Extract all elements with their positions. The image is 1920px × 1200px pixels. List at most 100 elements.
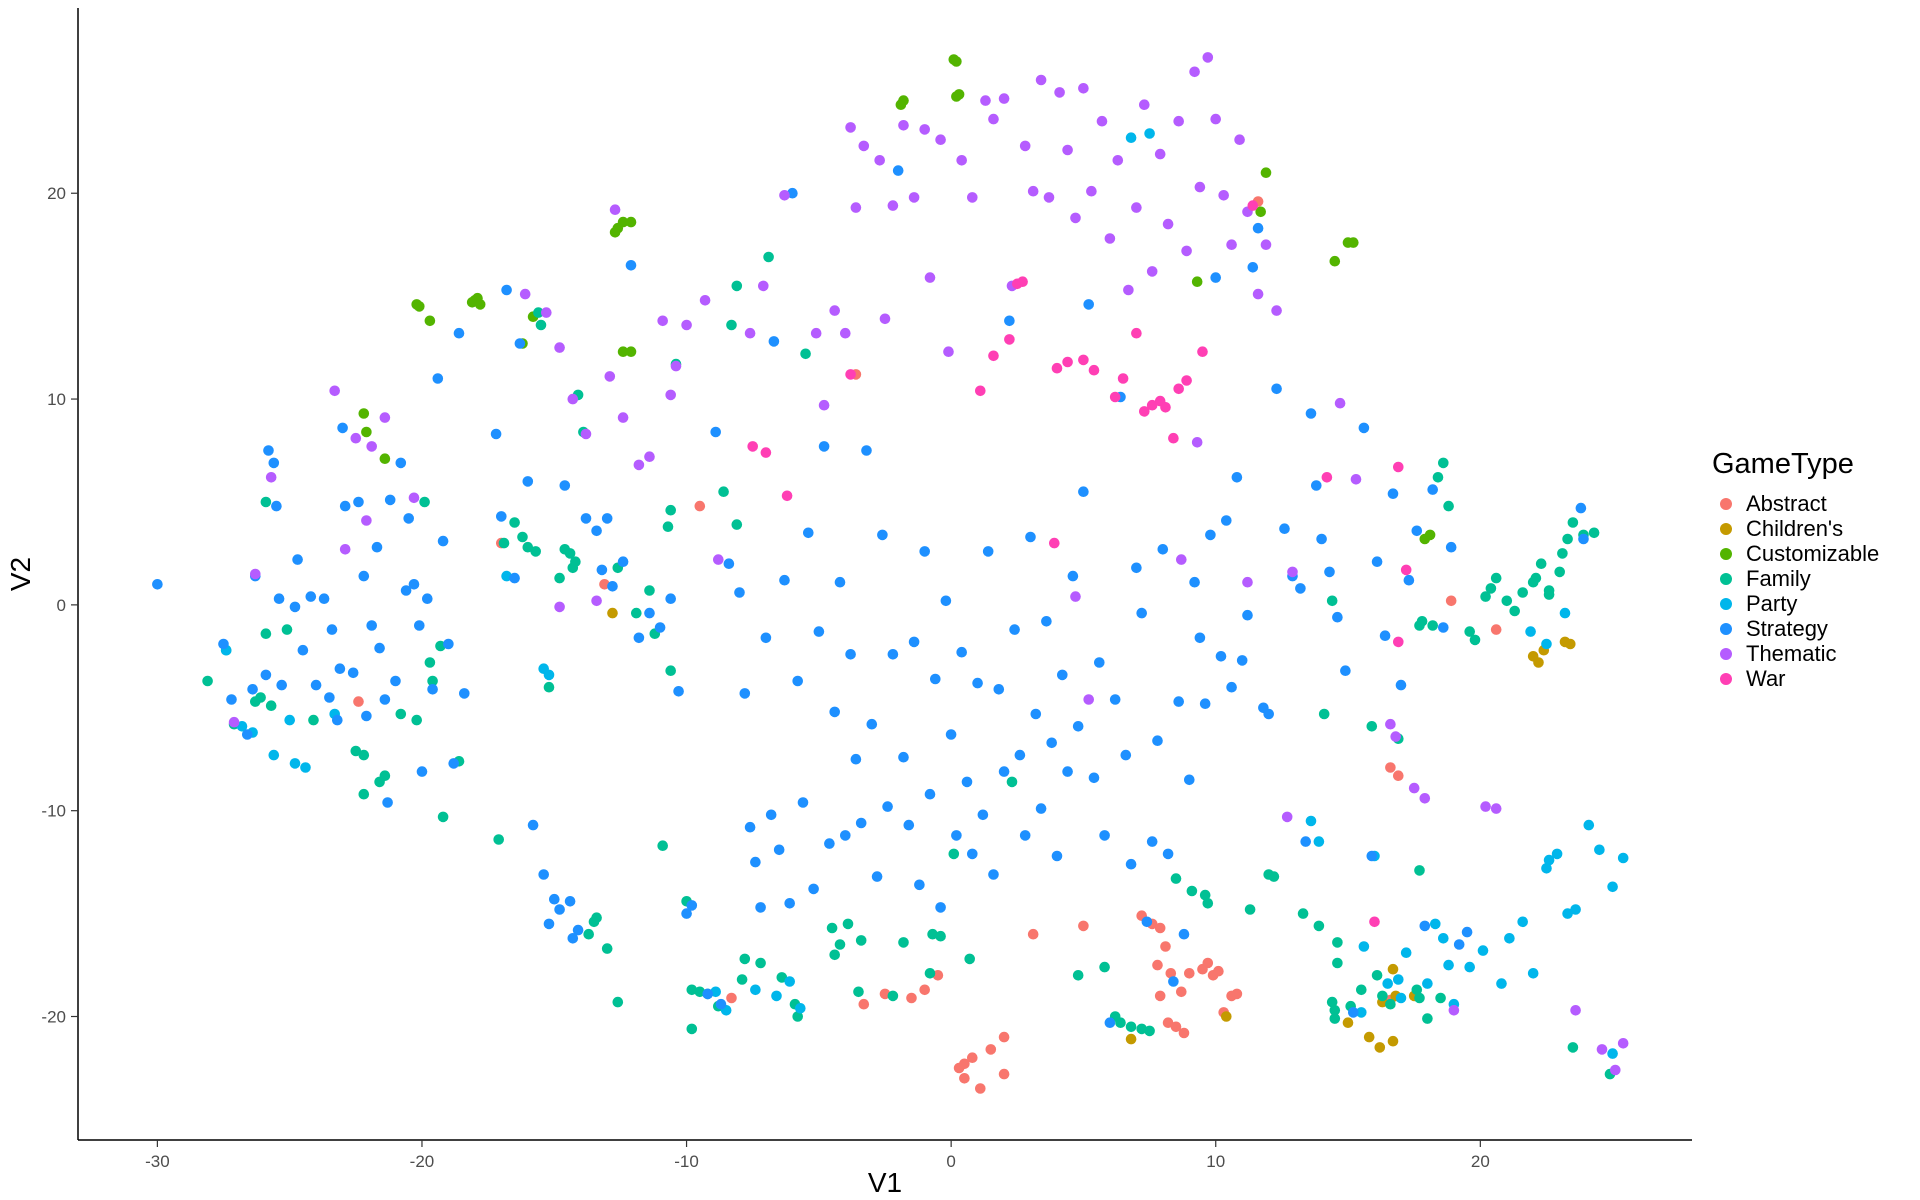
data-point-abstract	[1152, 959, 1163, 971]
data-point-family	[855, 935, 867, 946]
data-point-family	[530, 546, 541, 557]
data-point-thematic	[699, 295, 711, 306]
data-point-abstract	[858, 998, 870, 1010]
data-point-family	[1469, 634, 1481, 646]
data-point-party	[1562, 908, 1573, 919]
data-point-thematic	[1287, 566, 1298, 578]
data-point-strategy	[813, 626, 825, 637]
data-point-strategy	[1295, 583, 1306, 594]
data-point-childrens	[1125, 1033, 1137, 1045]
data-point-strategy	[1221, 515, 1232, 526]
data-point-strategy	[1030, 708, 1042, 720]
data-point-family	[1509, 605, 1520, 617]
data-point-strategy	[374, 642, 385, 654]
data-point-party	[1393, 974, 1404, 985]
data-point-party	[1559, 607, 1571, 619]
data-point-strategy	[1279, 523, 1290, 534]
data-point-family	[350, 745, 362, 757]
data-point-party	[1517, 916, 1528, 928]
data-point-family	[1438, 457, 1449, 469]
legend-key-dot	[1720, 597, 1732, 610]
data-point-strategy	[681, 908, 692, 919]
data-point-strategy	[908, 636, 920, 648]
data-point-party	[710, 986, 721, 998]
data-point-family	[1329, 1013, 1341, 1024]
data-point-thematic	[265, 472, 277, 483]
data-point-thematic	[1480, 801, 1491, 812]
data-point-party	[1617, 852, 1629, 864]
data-point-abstract	[1170, 1021, 1182, 1033]
data-point-family	[509, 517, 520, 528]
data-point-thematic	[644, 451, 655, 463]
x-tick-label: -30	[145, 1152, 170, 1171]
y-tick-label: 10	[47, 390, 66, 409]
data-point-war	[1168, 432, 1179, 444]
data-point-strategy	[1157, 544, 1169, 555]
data-point-strategy	[739, 688, 751, 699]
data-point-strategy	[1231, 472, 1243, 483]
data-point-party	[300, 762, 311, 773]
data-point-thematic	[779, 190, 790, 201]
data-point-abstract	[998, 1031, 1010, 1043]
data-point-thematic	[519, 288, 531, 300]
data-point-family	[718, 486, 729, 498]
data-point-strategy	[834, 576, 846, 588]
data-point-family	[1443, 500, 1454, 512]
data-point-strategy	[334, 663, 346, 674]
data-point-party	[236, 721, 248, 732]
data-point-thematic	[1078, 83, 1089, 94]
data-point-strategy	[1109, 694, 1121, 705]
data-point-family	[591, 912, 602, 923]
data-point-strategy	[940, 595, 952, 607]
data-point-strategy	[297, 644, 309, 656]
data-point-thematic	[1617, 1038, 1629, 1049]
data-point-family	[1414, 865, 1425, 876]
data-point-strategy	[792, 675, 803, 687]
data-point-thematic	[541, 307, 552, 318]
data-point-party	[1527, 968, 1539, 979]
data-point-strategy	[1252, 222, 1264, 234]
data-point-family	[260, 496, 272, 508]
data-point-family	[583, 928, 594, 940]
data-point-thematic	[1070, 212, 1081, 224]
legend-items: Abstract Children's Customizable Family Part…	[1712, 491, 1879, 691]
data-point-family	[1072, 970, 1084, 981]
data-point-strategy	[977, 809, 989, 821]
data-point-strategy	[951, 830, 962, 841]
data-point-strategy	[1041, 616, 1052, 627]
data-point-strategy	[408, 579, 420, 590]
data-point-customizable	[898, 95, 909, 106]
data-point-party	[1125, 132, 1137, 143]
data-point-thematic	[1104, 233, 1116, 244]
data-point-thematic	[1218, 190, 1229, 201]
data-point-family	[1332, 957, 1343, 969]
data-point-thematic	[1189, 66, 1200, 78]
data-point-thematic	[744, 327, 756, 339]
data-point-abstract	[1231, 988, 1243, 1000]
data-point-abstract	[694, 500, 706, 512]
data-point-war	[1321, 472, 1333, 483]
data-point-strategy	[935, 902, 946, 913]
data-point-strategy	[289, 601, 301, 613]
data-point-family	[1385, 998, 1396, 1010]
legend-item: Customizable	[1712, 541, 1879, 566]
data-point-strategy	[845, 649, 856, 660]
data-point-strategy	[998, 766, 1010, 777]
data-point-strategy	[247, 684, 258, 695]
data-point-family	[1366, 721, 1378, 732]
data-point-thematic	[408, 492, 420, 504]
data-point-family	[763, 251, 774, 263]
data-point-strategy	[371, 541, 383, 553]
data-point-strategy	[601, 513, 613, 524]
legend-key-dot	[1720, 547, 1732, 560]
data-point-strategy	[1453, 939, 1465, 950]
data-point-party	[1594, 844, 1605, 856]
data-point-thematic	[758, 280, 769, 292]
data-point-strategy	[1438, 622, 1449, 633]
data-point-family	[826, 922, 838, 934]
data-point-family	[1115, 1017, 1126, 1028]
legend: GameType Abstract Children's Customizable F…	[1712, 448, 1879, 691]
data-point-family	[834, 939, 846, 950]
data-point-strategy	[1271, 383, 1282, 395]
data-point-strategy	[919, 546, 930, 557]
